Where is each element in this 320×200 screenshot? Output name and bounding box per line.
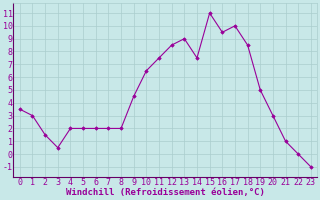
X-axis label: Windchill (Refroidissement éolien,°C): Windchill (Refroidissement éolien,°C) [66,188,265,197]
